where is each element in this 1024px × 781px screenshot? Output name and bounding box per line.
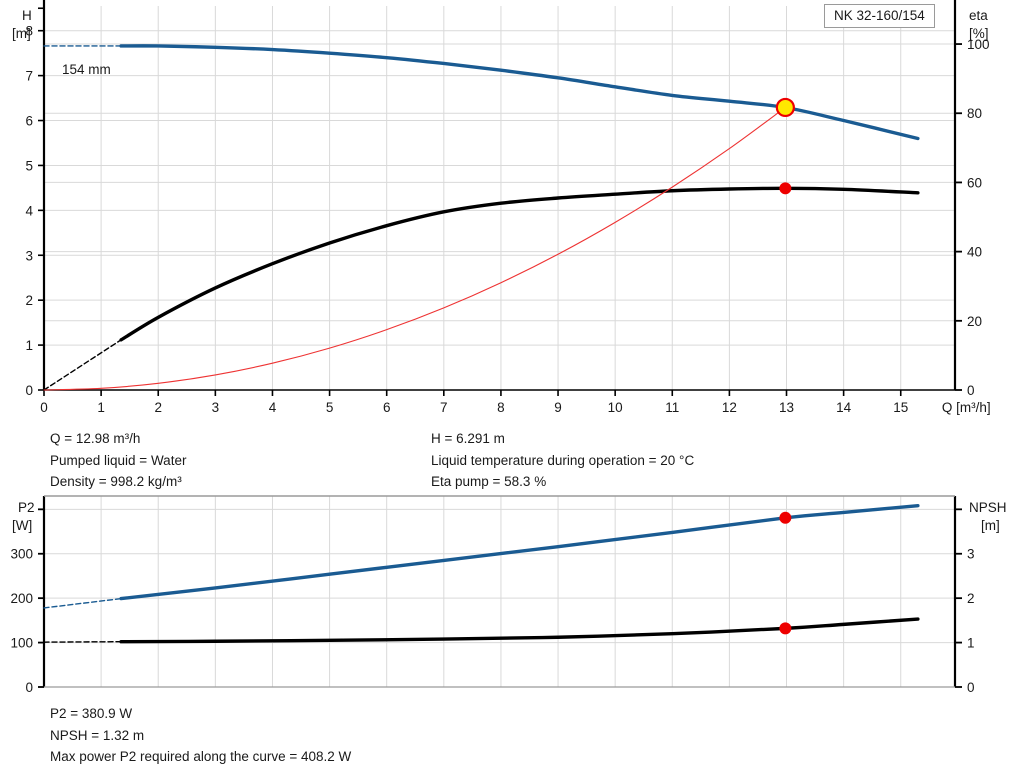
tick-label-flow: 7 bbox=[440, 400, 448, 415]
curves: 154 mm bbox=[43, 44, 920, 391]
x-axis-ticks: 0 1 2 3 4 5 6 7 8 9 10 11 12 13 14 15 Q [m³/h] bbox=[40, 390, 991, 415]
duty-info-right-line-2: Eta pump = 58.3 % bbox=[431, 474, 547, 489]
impeller-size-label: 154 mm bbox=[62, 62, 111, 77]
tick-label-flow: 10 bbox=[608, 400, 623, 415]
duty-point-npsh bbox=[779, 622, 792, 635]
curve-head-h-154-mm-impeller bbox=[119, 44, 920, 141]
right-axis-title: eta bbox=[969, 8, 988, 23]
tick-label-npsh: 2 bbox=[967, 591, 975, 606]
x-axis-title: Q [m³/h] bbox=[942, 400, 991, 415]
tick-label-flow: 11 bbox=[665, 400, 679, 415]
curve-power-p2 bbox=[119, 503, 920, 601]
duty-info-left-line-0: Q = 12.98 m³/h bbox=[50, 431, 141, 446]
tick-label-eta: 40 bbox=[967, 245, 982, 260]
duty-point-eta bbox=[779, 182, 792, 195]
tick-label-flow: 3 bbox=[212, 400, 220, 415]
tick-label-power: 200 bbox=[10, 591, 33, 606]
tick-label-head: 5 bbox=[25, 158, 33, 173]
axes bbox=[42, 495, 957, 688]
tick-label-flow: 6 bbox=[383, 400, 391, 415]
left-axis-unit: [W] bbox=[12, 518, 32, 533]
right-axis-unit: [%] bbox=[969, 26, 989, 41]
curve-efficiency-eta bbox=[119, 186, 920, 342]
duty-info-left-line-1: Pumped liquid = Water bbox=[50, 452, 187, 468]
right-axis-unit: [m] bbox=[981, 518, 1000, 533]
tick-label-eta: 100 bbox=[967, 37, 990, 52]
power-info-line-2: Max power P2 required along the curve = … bbox=[50, 749, 352, 764]
curve-npsh bbox=[119, 617, 920, 644]
tick-label-head: 3 bbox=[25, 248, 33, 263]
curve-efficiency-eta-extrapolated bbox=[43, 339, 122, 391]
right-axis-title: NPSH bbox=[969, 500, 1007, 515]
tick-label-head: 1 bbox=[25, 338, 33, 353]
tick-label-flow: 4 bbox=[269, 400, 277, 415]
duty-info-right-line-0: H = 6.291 m bbox=[431, 431, 505, 446]
duty-point-head bbox=[775, 97, 795, 118]
tick-label-head: 8 bbox=[25, 24, 33, 39]
duty-info-right: H = 6.291 m Liquid temperature during ope… bbox=[431, 428, 694, 493]
curve-system-curve bbox=[43, 106, 786, 391]
axis-titles: P2 [W] NPSH [m] bbox=[12, 500, 1007, 533]
tick-label-head: 0 bbox=[25, 383, 33, 398]
tick-label-flow: 0 bbox=[40, 400, 48, 415]
left-axis-title: H bbox=[22, 8, 32, 23]
duty-info-left: Q = 12.98 m³/h Pumped liquid = Water Densi… bbox=[50, 428, 186, 493]
tick-label-flow: 14 bbox=[836, 400, 852, 415]
power-info-line-0: P2 = 380.9 W bbox=[50, 706, 133, 721]
right-axis-ticks: 0 1 2 3 bbox=[955, 508, 975, 695]
duty-info-left-line-2: Density = 998.2 kg/m³ bbox=[50, 474, 182, 489]
tick-label-npsh: 3 bbox=[967, 547, 975, 562]
duty-point-power bbox=[779, 511, 792, 524]
power-info-line-1: NPSH = 1.32 m bbox=[50, 727, 145, 743]
tick-label-flow: 8 bbox=[497, 400, 505, 415]
left-axis-title: P2 bbox=[18, 500, 35, 515]
grid-lines bbox=[44, 6, 955, 391]
tick-label-eta: 60 bbox=[967, 175, 982, 190]
duty-points bbox=[775, 97, 795, 195]
right-axis-ticks: 0 20 40 60 80 100 bbox=[955, 37, 990, 398]
tick-label-npsh: 1 bbox=[967, 636, 975, 651]
tick-label-flow: 5 bbox=[326, 400, 334, 415]
tick-label-head: 7 bbox=[25, 69, 33, 84]
tick-label-eta: 80 bbox=[967, 106, 982, 121]
tick-label-power: 0 bbox=[25, 680, 33, 695]
axes bbox=[42, 0, 957, 391]
tick-label-head: 6 bbox=[25, 114, 33, 129]
tick-label-eta: 20 bbox=[967, 314, 982, 329]
tick-label-flow: 12 bbox=[722, 400, 737, 415]
curve-power-p2-extrapolated bbox=[43, 597, 122, 609]
axis-titles: H [m] eta [%] bbox=[12, 8, 989, 41]
tick-label-head: 2 bbox=[25, 293, 33, 308]
tick-label-flow: 15 bbox=[893, 400, 908, 415]
tick-label-flow: 2 bbox=[154, 400, 162, 415]
tick-label-head: 4 bbox=[25, 203, 33, 218]
power-npsh-chart: 0 100 200 300 0 1 2 3 P2 [W] NPSH [m] bbox=[10, 495, 1007, 695]
left-axis-unit: [m] bbox=[12, 26, 31, 41]
tick-label-flow: 1 bbox=[97, 400, 105, 415]
tick-label-flow: 9 bbox=[554, 400, 562, 415]
power-info: P2 = 380.9 W NPSH = 1.32 m Max power P2 re… bbox=[50, 703, 351, 768]
pump-model-label: NK 32-160/154 bbox=[824, 4, 935, 28]
left-axis-ticks: 0 100 200 300 bbox=[10, 508, 44, 695]
curves bbox=[43, 503, 920, 644]
tick-label-eta: 0 bbox=[967, 383, 975, 398]
tick-label-power: 100 bbox=[10, 636, 33, 651]
tick-label-flow: 13 bbox=[779, 400, 794, 415]
tick-label-npsh: 0 bbox=[967, 680, 975, 695]
left-axis-ticks: 0 1 2 3 4 5 6 7 8 bbox=[25, 7, 44, 398]
duty-points bbox=[779, 511, 792, 635]
bottom-chart-group: 0 100 200 300 0 1 2 3 P2 [W] NPSH [m] bbox=[10, 495, 1007, 695]
duty-info-right-line-1: Liquid temperature during operation = 20… bbox=[431, 452, 695, 468]
tick-label-power: 300 bbox=[10, 547, 33, 562]
